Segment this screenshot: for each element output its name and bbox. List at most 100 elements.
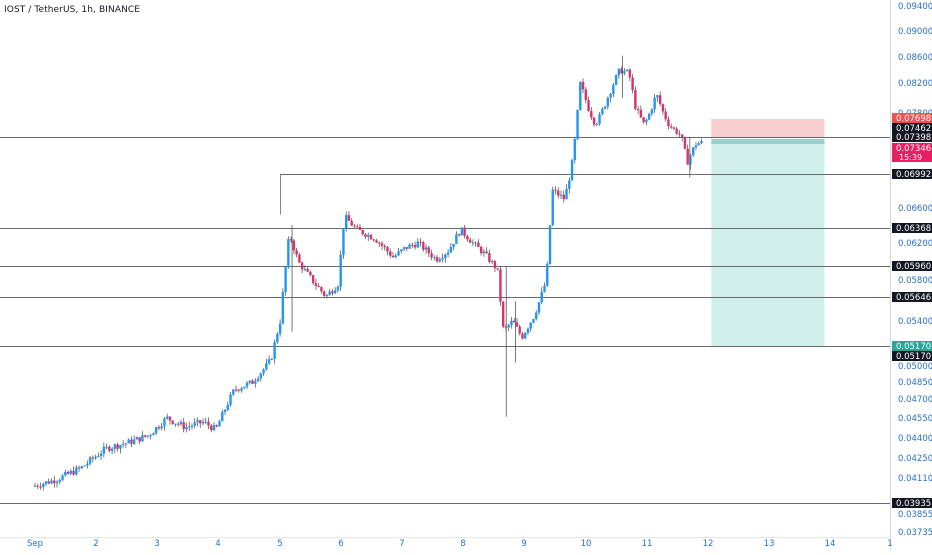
candle-body: [317, 285, 320, 288]
price-label-text: 0.05960: [896, 262, 931, 272]
candle-body: [234, 389, 238, 391]
time-tick-label: 6: [338, 539, 343, 549]
price-label-black: [892, 292, 932, 302]
price-label-text: 0.05170: [896, 352, 931, 362]
candle-body: [193, 422, 196, 426]
candle-body: [135, 437, 139, 440]
candle-body: [116, 444, 119, 449]
candle-body: [479, 246, 483, 254]
candle-body: [683, 136, 687, 149]
price-label-text: 0.03935: [896, 499, 931, 509]
candle-body: [309, 271, 312, 276]
candle-body: [485, 251, 488, 254]
price-label-text: 0.07346: [896, 144, 931, 154]
candle-body: [160, 426, 163, 429]
candle-body: [510, 320, 513, 326]
candle-body: [364, 234, 367, 237]
price-label-red: [892, 113, 932, 123]
candle-body: [333, 290, 337, 294]
candle-body: [130, 439, 133, 444]
candle-body: [598, 114, 601, 124]
candle-body: [328, 291, 331, 296]
candle-body: [356, 226, 359, 228]
candle-body: [378, 242, 381, 244]
candle-body: [314, 283, 318, 286]
candle-body: [507, 325, 510, 328]
stop-loss-zone[interactable]: [711, 118, 825, 137]
price-label-black: [892, 351, 932, 361]
candle-body: [397, 251, 400, 256]
candle-body: [471, 242, 475, 244]
candle-body: [215, 425, 218, 427]
candle-body: [212, 425, 216, 431]
time-tick-label: 9: [521, 539, 526, 549]
candle-body: [64, 471, 67, 476]
candle-body: [595, 123, 599, 125]
candle-body: [614, 75, 618, 85]
candle-body: [540, 291, 543, 303]
candle-body: [254, 381, 257, 384]
price-tick-label: 0.05400: [898, 317, 932, 327]
candle-body: [306, 268, 309, 272]
candle-body: [430, 253, 433, 258]
candle-body: [375, 240, 378, 243]
price-tick-label: 0.05000: [898, 362, 932, 372]
candle-body: [47, 481, 50, 484]
candle-body: [391, 255, 395, 258]
candle-body: [358, 226, 362, 230]
candle-body: [689, 155, 692, 165]
time-tick-label: 10: [581, 539, 592, 549]
candle-body: [91, 457, 95, 459]
candle-body: [579, 81, 582, 110]
candle-body: [463, 227, 466, 236]
candle-body: [515, 322, 519, 327]
candle-body: [196, 420, 199, 423]
time-tick-label: 1: [887, 539, 892, 549]
candle-body: [441, 258, 444, 260]
candle-body: [529, 322, 532, 329]
candle-body: [455, 234, 458, 244]
candle-body: [256, 378, 260, 382]
price-label-text: 0.05170: [896, 342, 931, 352]
price-tick-label: 0.06600: [898, 204, 932, 214]
time-tick-label: 8: [460, 539, 465, 549]
candle-body: [163, 418, 166, 427]
candle-body: [546, 264, 549, 286]
candle-body: [452, 243, 455, 247]
price-tick-label: 0.08600: [898, 53, 932, 63]
candle-body: [548, 225, 552, 265]
candle-body: [36, 485, 39, 487]
price-label-black: [892, 261, 932, 271]
candle-body: [419, 241, 422, 243]
candle-body: [99, 453, 103, 457]
candle-body: [185, 426, 188, 430]
candle-body: [350, 220, 353, 226]
price-tick-label: 0.04550: [898, 414, 932, 424]
price-label-black: [892, 498, 932, 508]
candle-body: [113, 444, 117, 449]
take-profit-zone[interactable]: [711, 143, 825, 346]
candle-body: [557, 190, 560, 196]
candle-body: [86, 463, 89, 466]
candle-body: [221, 411, 224, 422]
candle-body: [554, 189, 557, 191]
candle-body: [460, 227, 464, 236]
candle-body: [411, 244, 414, 246]
candle-body: [680, 134, 684, 137]
candle-body: [190, 425, 194, 427]
candle-body: [50, 480, 53, 484]
candle-body: [267, 359, 271, 364]
price-tick-label: 0.04400: [898, 434, 932, 444]
candle-body: [284, 267, 287, 293]
candle-body: [653, 97, 656, 110]
candle-body: [226, 404, 229, 410]
candle-body: [66, 471, 70, 474]
time-tick-label: 13: [764, 539, 775, 549]
candle-body: [669, 126, 673, 128]
entry-band: [711, 139, 825, 144]
price-tick-label: 0.03855: [898, 510, 932, 520]
time-tick-label: 11: [642, 539, 653, 549]
candle-body: [237, 389, 240, 391]
